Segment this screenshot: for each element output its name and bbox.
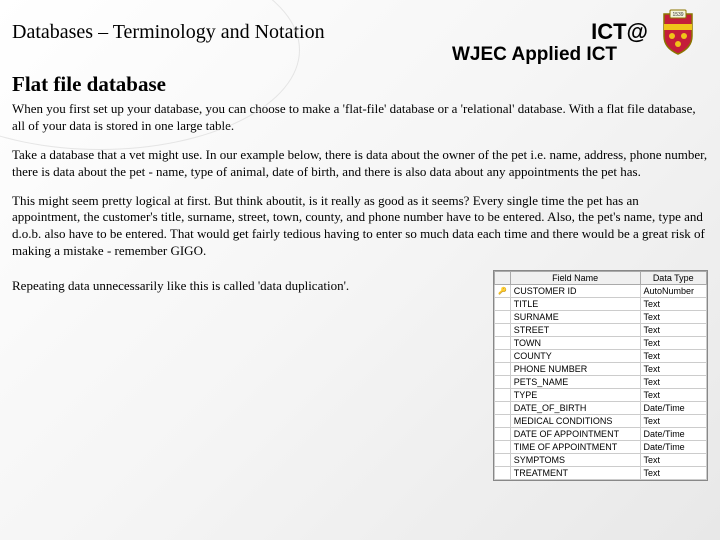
key-cell: [495, 363, 511, 376]
key-cell: [495, 389, 511, 402]
field-name-cell: TIME OF APPOINTMENT: [510, 441, 640, 454]
table-row: SURNAMEText: [495, 311, 707, 324]
bottom-row: Repeating data unnecessarily like this i…: [0, 270, 720, 481]
key-cell: [495, 454, 511, 467]
table-row: PHONE NUMBERText: [495, 363, 707, 376]
data-type-cell: Text: [640, 454, 706, 467]
field-name-cell: TREATMENT: [510, 467, 640, 480]
data-type-cell: Date/Time: [640, 428, 706, 441]
key-cell: [495, 428, 511, 441]
field-name-cell: PETS_NAME: [510, 376, 640, 389]
key-cell: [495, 376, 511, 389]
field-name-cell: MEDICAL CONDITIONS: [510, 415, 640, 428]
key-cell: [495, 324, 511, 337]
paragraph-3: This might seem pretty logical at first.…: [0, 191, 720, 271]
field-name-cell: CUSTOMER ID: [510, 285, 640, 298]
field-name-cell: STREET: [510, 324, 640, 337]
school-crest-icon: 1539: [654, 8, 702, 56]
key-cell: [495, 350, 511, 363]
table-header-fieldname: Field Name: [510, 272, 640, 285]
field-name-cell: COUNTY: [510, 350, 640, 363]
table-row: MEDICAL CONDITIONSText: [495, 415, 707, 428]
key-cell: [495, 441, 511, 454]
key-cell: [495, 298, 511, 311]
table-header-datatype: Data Type: [640, 272, 706, 285]
data-type-cell: Text: [640, 298, 706, 311]
table-header-key: [495, 272, 511, 285]
table-row: TITLEText: [495, 298, 707, 311]
data-type-cell: AutoNumber: [640, 285, 706, 298]
field-name-cell: DATE OF APPOINTMENT: [510, 428, 640, 441]
data-type-cell: Date/Time: [640, 402, 706, 415]
paragraph-4: Repeating data unnecessarily like this i…: [12, 270, 493, 481]
data-type-cell: Text: [640, 389, 706, 402]
ict-at-label: ICT@: [591, 21, 648, 43]
data-type-cell: Date/Time: [640, 441, 706, 454]
table-row: COUNTYText: [495, 350, 707, 363]
table-row: TREATMENTText: [495, 467, 707, 480]
svg-text:1539: 1539: [672, 12, 683, 18]
key-cell: 🔑: [495, 285, 511, 298]
data-type-cell: Text: [640, 311, 706, 324]
data-type-cell: Text: [640, 376, 706, 389]
data-type-cell: Text: [640, 350, 706, 363]
table-row: TOWNText: [495, 337, 707, 350]
table-row: STREETText: [495, 324, 707, 337]
key-cell: [495, 402, 511, 415]
table-row: TIME OF APPOINTMENTDate/Time: [495, 441, 707, 454]
field-name-cell: PHONE NUMBER: [510, 363, 640, 376]
table-row: PETS_NAMEText: [495, 376, 707, 389]
table-row: DATE OF APPOINTMENTDate/Time: [495, 428, 707, 441]
data-type-cell: Text: [640, 415, 706, 428]
field-name-cell: TITLE: [510, 298, 640, 311]
field-table: Field Name Data Type 🔑CUSTOMER IDAutoNum…: [493, 270, 708, 481]
key-cell: [495, 337, 511, 350]
key-cell: [495, 467, 511, 480]
table-row: DATE_OF_BIRTHDate/Time: [495, 402, 707, 415]
data-type-cell: Text: [640, 467, 706, 480]
field-name-cell: TOWN: [510, 337, 640, 350]
wjec-label: WJEC Applied ICT: [452, 44, 617, 65]
data-type-cell: Text: [640, 337, 706, 350]
field-name-cell: SYMPTOMS: [510, 454, 640, 467]
table-header-row: Field Name Data Type: [495, 272, 707, 285]
data-type-cell: Text: [640, 324, 706, 337]
key-cell: [495, 415, 511, 428]
table-row: TYPEText: [495, 389, 707, 402]
field-name-cell: SURNAME: [510, 311, 640, 324]
data-type-cell: Text: [640, 363, 706, 376]
table-row: SYMPTOMSText: [495, 454, 707, 467]
field-name-cell: DATE_OF_BIRTH: [510, 402, 640, 415]
table-row: 🔑CUSTOMER IDAutoNumber: [495, 285, 707, 298]
field-name-cell: TYPE: [510, 389, 640, 402]
paragraph-2: Take a database that a vet might use. In…: [0, 145, 720, 191]
key-cell: [495, 311, 511, 324]
